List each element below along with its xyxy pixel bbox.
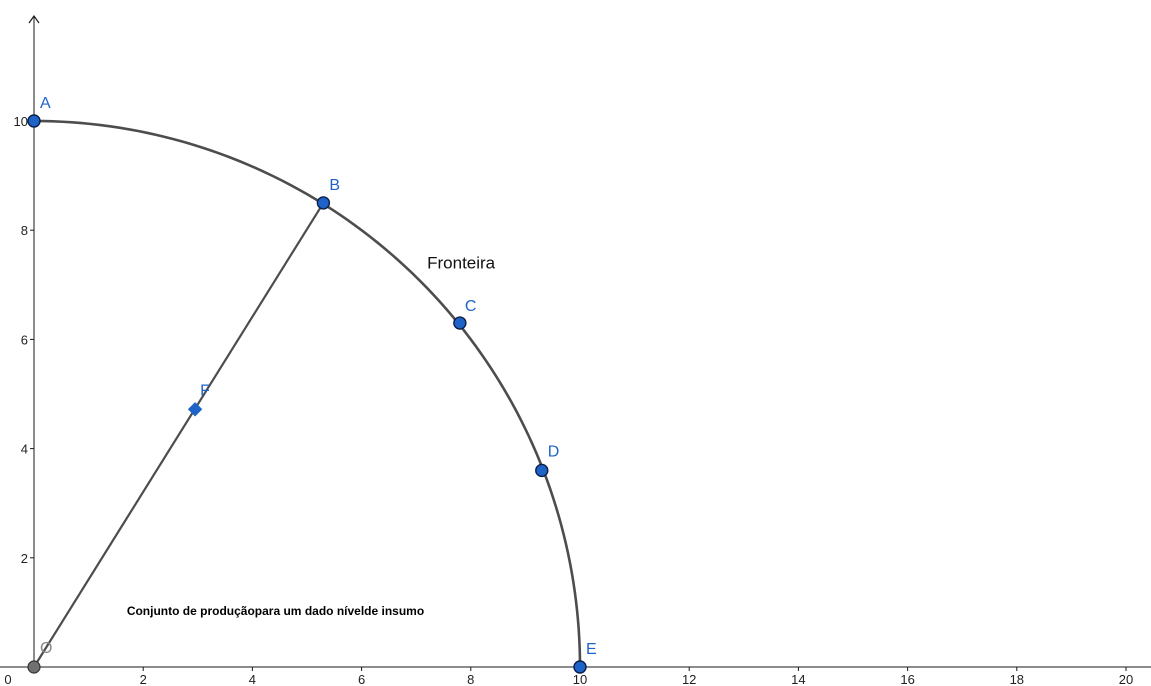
y-tick-label: 2 xyxy=(21,551,28,566)
x-tick-label: 8 xyxy=(467,672,474,686)
frontier-series xyxy=(33,119,582,668)
point-a xyxy=(27,114,41,128)
point-label-b: B xyxy=(329,177,340,194)
y-tick-label: 6 xyxy=(21,332,28,347)
point-e xyxy=(573,660,587,674)
segment-ob xyxy=(33,202,325,668)
tick-marks xyxy=(30,120,1127,671)
x-tick-label: 12 xyxy=(682,672,696,686)
frontier-curve xyxy=(33,119,582,668)
text-labels: 2 4 6 8 10 12 14 16 18 20 2 4 6 8 10 0 A B C D E F O Fronteira C… xyxy=(4,95,1133,686)
point-label-o: O xyxy=(40,640,52,657)
x-tick-label: 6 xyxy=(358,672,365,686)
axes xyxy=(0,14,1151,668)
point-b xyxy=(316,196,331,210)
point-label-d: D xyxy=(548,443,560,460)
x-tick-label: 4 xyxy=(249,672,256,686)
x-tick-label: 10 xyxy=(573,672,587,686)
point-c xyxy=(453,316,467,330)
y-tick-label: 10 xyxy=(14,114,28,129)
point-d xyxy=(535,463,549,478)
y-tick-label: 4 xyxy=(21,442,28,457)
annotation-caption: Conjunto de produçãopara um dado nívelde… xyxy=(127,604,424,618)
point-label-c: C xyxy=(465,298,477,315)
x-tick-label: 14 xyxy=(791,672,805,686)
y-tick-label: 8 xyxy=(21,223,28,238)
origin-tick-label: 0 xyxy=(4,672,11,686)
point-label-f: F xyxy=(200,382,210,399)
x-tick-label: 16 xyxy=(900,672,914,686)
point-label-a: A xyxy=(40,95,51,112)
point-f xyxy=(187,402,203,417)
annotation-fronteira: Fronteira xyxy=(427,253,496,272)
data-points xyxy=(27,114,587,674)
y-axis-arrow xyxy=(28,14,40,24)
x-tick-label: 20 xyxy=(1119,672,1133,686)
point-o xyxy=(27,660,41,674)
point-label-e: E xyxy=(586,641,597,658)
x-tick-label: 2 xyxy=(140,672,147,686)
x-tick-label: 18 xyxy=(1010,672,1024,686)
